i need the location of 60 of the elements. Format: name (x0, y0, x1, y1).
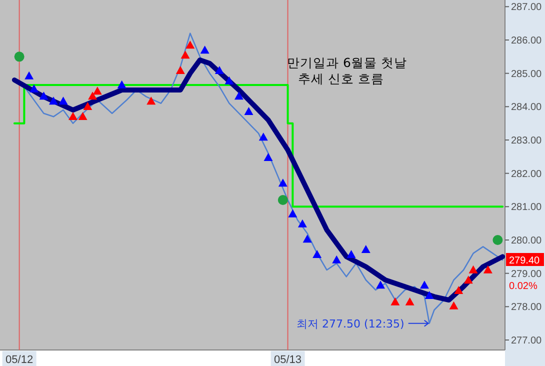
point (312, 250, 322, 258)
point (278, 195, 288, 205)
point (39, 92, 48, 100)
point (420, 280, 429, 289)
point (214, 66, 224, 74)
point (346, 250, 356, 258)
point (24, 71, 34, 80)
point (332, 255, 342, 264)
point (234, 92, 244, 100)
y-tick-label: 286.00 (511, 36, 542, 46)
point (454, 286, 464, 294)
y-tick-label: 281.00 (511, 202, 542, 214)
point (449, 301, 458, 310)
y-tick-label: 277.00 (511, 336, 542, 346)
annotation: 최저 277.50 (12:35) (296, 317, 404, 330)
point (68, 112, 78, 120)
y-tick-label: 287.00 (511, 2, 542, 14)
point (146, 96, 156, 105)
y-tick-label: 285.00 (511, 68, 542, 80)
point (264, 153, 273, 161)
text: 0.02% (509, 281, 538, 292)
point (244, 107, 254, 115)
point (464, 276, 473, 284)
point (483, 265, 492, 274)
point (361, 245, 370, 253)
y-tick-label: 283.00 (511, 136, 542, 146)
point (29, 84, 38, 92)
point (78, 112, 88, 120)
y-tick-label: 284.00 (511, 102, 542, 114)
point (180, 50, 190, 59)
y-tick-label: 282.00 (511, 168, 542, 180)
point (14, 52, 24, 62)
annotation: 만기일과 6월물 첫날 추세 신호 흐름 (287, 55, 407, 86)
y-tick-label: 278.00 (511, 302, 542, 314)
point (258, 132, 268, 141)
point (83, 102, 92, 110)
point (48, 96, 58, 105)
point (492, 235, 503, 245)
point (302, 234, 312, 243)
point (288, 209, 298, 218)
point (298, 219, 307, 228)
text: 279.40 (509, 256, 540, 266)
point (390, 297, 400, 306)
point (405, 297, 414, 306)
point (200, 46, 210, 54)
point (58, 96, 68, 105)
point (424, 291, 434, 299)
y-tick-label: 279.00 (511, 268, 542, 280)
point (186, 40, 195, 49)
x-tick-label: 05/12 (6, 354, 34, 366)
point (117, 80, 126, 88)
point (88, 92, 98, 100)
point (224, 76, 234, 84)
point (92, 86, 102, 95)
point (278, 178, 288, 187)
point (376, 280, 386, 289)
point (468, 265, 478, 274)
point (176, 66, 185, 74)
y-tick-label: 280.00 (511, 236, 542, 246)
x-tick-label: 05/13 (274, 354, 302, 366)
